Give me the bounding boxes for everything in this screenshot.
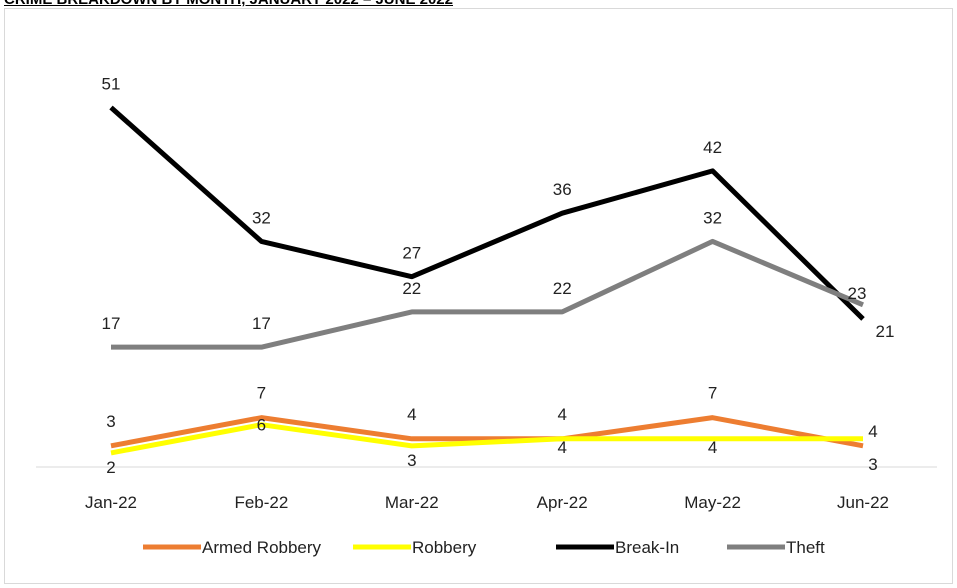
data-label: 36: [553, 180, 572, 199]
data-label: 32: [703, 208, 722, 227]
data-label: 3: [868, 455, 877, 474]
data-label: 4: [557, 438, 566, 457]
legend-label: Robbery: [412, 538, 477, 557]
x-tick-label: Mar-22: [385, 493, 439, 512]
x-tick-label: Apr-22: [537, 493, 588, 512]
data-label: 6: [257, 416, 266, 435]
x-tick-label: Jan-22: [85, 493, 137, 512]
data-label: 23: [848, 284, 867, 303]
legend-label: Break-In: [615, 538, 679, 557]
data-label: 21: [876, 322, 895, 341]
series-line-robbery: [110, 422, 863, 456]
page-title: CRIME BREAKDOWN BY MONTH, JANUARY 2022 –…: [4, 0, 453, 8]
data-label: 7: [708, 384, 717, 403]
data-label: 22: [553, 279, 572, 298]
chart-frame: [4, 8, 953, 584]
data-label: 4: [557, 405, 566, 424]
data-label: 2: [106, 458, 115, 477]
series-line-break-in: [109, 105, 865, 321]
data-label: 4: [868, 422, 877, 441]
data-label: 3: [407, 451, 416, 470]
data-label: 51: [102, 74, 121, 93]
data-label: 32: [252, 208, 271, 227]
legend-label: Theft: [786, 538, 825, 557]
legend-label: Armed Robbery: [202, 538, 322, 557]
x-tick-label: Jun-22: [837, 493, 889, 512]
data-label: 4: [407, 405, 416, 424]
data-label: 17: [102, 314, 121, 333]
data-label: 17: [252, 314, 271, 333]
x-tick-label: May-22: [684, 493, 741, 512]
data-label: 42: [703, 138, 722, 157]
series-line-theft: [111, 238, 864, 350]
series-line-armed-robbery: [110, 415, 864, 449]
data-label: 7: [257, 384, 266, 403]
data-label: 27: [402, 244, 421, 263]
data-label: 4: [708, 438, 717, 457]
data-label: 22: [402, 279, 421, 298]
x-tick-label: Feb-22: [234, 493, 288, 512]
data-label: 3: [106, 412, 115, 431]
